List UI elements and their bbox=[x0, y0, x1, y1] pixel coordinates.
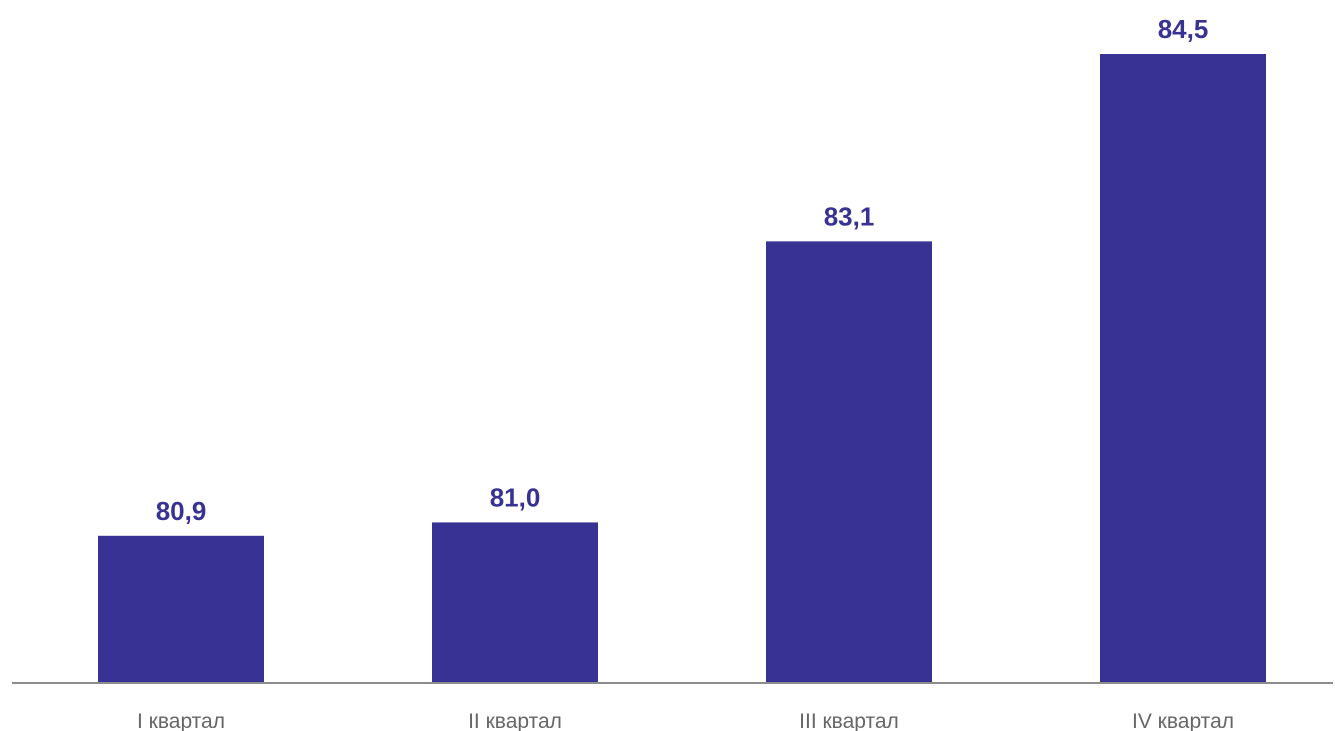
bar-value-label: 81,0 bbox=[490, 482, 541, 512]
bar bbox=[98, 535, 264, 683]
bar bbox=[1100, 54, 1266, 683]
x-tick-label: II квартал bbox=[468, 710, 562, 731]
bar bbox=[432, 522, 598, 683]
bars-group: 80,9 81,0 83,1 84,5 bbox=[98, 14, 1266, 684]
bar bbox=[766, 241, 932, 684]
x-tick-label: I квартал bbox=[137, 710, 225, 731]
x-tick-label: III квартал bbox=[799, 710, 899, 731]
bar-value-label: 84,5 bbox=[1158, 14, 1209, 44]
bar-value-label: 80,9 bbox=[156, 496, 207, 526]
x-tick-label: IV квартал bbox=[1132, 710, 1234, 731]
bar-value-label: 83,1 bbox=[824, 201, 875, 231]
x-tick-labels: I квартал II квартал III квартал IV квартал bbox=[137, 710, 1234, 731]
